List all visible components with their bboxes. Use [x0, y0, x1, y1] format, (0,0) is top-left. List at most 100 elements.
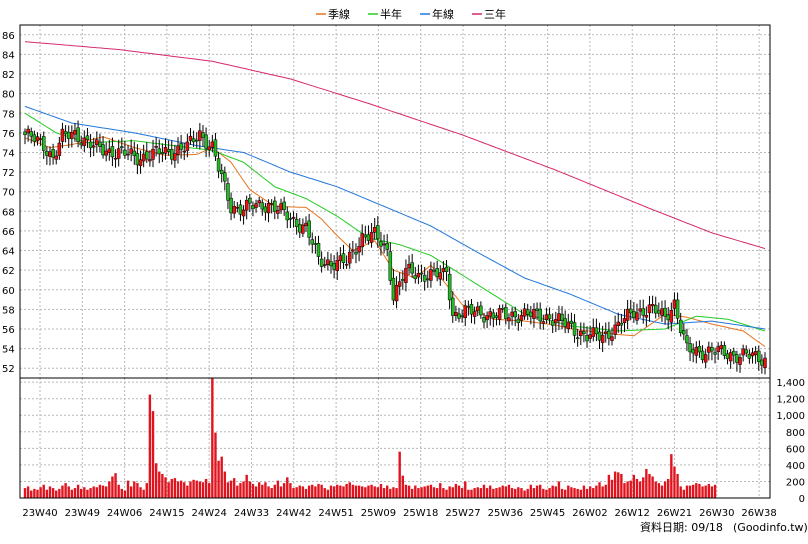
candle-body: [607, 330, 611, 339]
volume-bar: [183, 482, 186, 498]
x-tick-label: 26W21: [657, 508, 692, 519]
candle-body: [569, 320, 574, 324]
volume-bar: [245, 474, 248, 498]
volume-bar: [670, 454, 673, 498]
candle-body: [494, 315, 499, 318]
candle-body: [91, 145, 96, 148]
volume-plot-frame: [19, 377, 771, 499]
volume-bar: [276, 480, 280, 498]
volume-bar: [551, 485, 554, 498]
candle-body: [66, 131, 71, 139]
volume-bar: [617, 472, 620, 498]
volume-bar: [382, 488, 386, 498]
candle-body: [466, 305, 471, 308]
volume-bar: [426, 485, 429, 498]
volume-bar: [176, 481, 180, 498]
x-tick-label: 25W09: [361, 508, 396, 519]
volume-bar: [30, 490, 33, 498]
volume-bar: [538, 484, 542, 498]
volume-bar: [326, 489, 330, 498]
candle-body: [479, 305, 483, 316]
candle-body: [557, 313, 561, 322]
volume-bar: [220, 456, 223, 498]
candle-body: [391, 277, 396, 301]
candle-body: [635, 312, 639, 321]
candle-body: [385, 243, 389, 250]
volume-bar: [638, 481, 642, 498]
volume-bar: [67, 486, 70, 498]
candle-body: [532, 309, 536, 319]
volume-bar: [354, 485, 358, 498]
candle-body: [485, 315, 489, 321]
volume-bar: [73, 488, 77, 498]
volume-bar: [635, 478, 639, 498]
candle-body: [763, 357, 767, 368]
candle-body: [273, 200, 277, 212]
volume-bar: [479, 488, 483, 498]
volume-bar: [476, 487, 479, 498]
candle-body: [101, 144, 105, 156]
volume-bar: [311, 484, 314, 498]
candle-body: [226, 183, 230, 201]
volume-bar: [83, 487, 86, 498]
volume-bar: [691, 484, 695, 498]
price-plot-frame: [19, 24, 771, 379]
volume-bar: [164, 477, 167, 498]
candle-body: [73, 129, 77, 135]
volume-bar: [579, 489, 582, 498]
volume-bar: [560, 488, 564, 498]
price-tick-label: 82: [2, 70, 15, 81]
volume-bar: [26, 486, 30, 498]
candle-body: [291, 216, 296, 219]
volume-bar: [208, 483, 211, 498]
price-tick-label: 72: [2, 168, 15, 179]
candle-body: [322, 264, 327, 266]
candle-body: [716, 346, 720, 353]
candle-body: [310, 239, 315, 245]
volume-bar: [158, 471, 161, 498]
candle-body: [760, 359, 764, 366]
volume-bar: [126, 480, 130, 498]
candle-body: [182, 150, 186, 153]
candle-body: [728, 352, 733, 362]
volume-bar: [242, 481, 245, 498]
volume-bar: [442, 488, 445, 498]
candle-body: [550, 320, 555, 326]
volume-bar: [504, 486, 508, 498]
candle-body: [63, 131, 68, 135]
candle-body: [251, 205, 255, 210]
price-tick-label: 64: [2, 247, 15, 258]
ma-line-3: [24, 41, 766, 250]
candle-body: [582, 331, 586, 334]
volume-bar: [114, 473, 117, 498]
candle-body: [444, 266, 449, 273]
volume-bar: [379, 483, 383, 498]
candle-body: [248, 198, 252, 204]
volume-bar: [401, 475, 405, 498]
candle-body: [641, 308, 645, 316]
candle-body: [507, 317, 511, 322]
candle-body: [41, 136, 46, 151]
candle-body: [379, 241, 383, 247]
volume-bar: [585, 488, 589, 498]
candle-body: [663, 307, 667, 317]
candle-body: [669, 310, 674, 323]
candle-body: [241, 209, 246, 217]
volume-bar: [226, 482, 230, 498]
candle-body: [625, 308, 630, 321]
volume-bar: [663, 481, 667, 498]
ma-line-0: [24, 136, 766, 348]
volume-bar: [695, 483, 698, 498]
candle-body: [613, 324, 617, 335]
candle-body: [79, 142, 83, 146]
volume-bar: [507, 484, 511, 498]
candle-body: [707, 346, 711, 353]
legend-label-1: 半年: [380, 7, 402, 21]
volume-bar: [567, 485, 570, 498]
volume-bar: [251, 483, 255, 498]
volume-bar: [535, 485, 539, 498]
price-tick-label: 60: [2, 286, 15, 297]
x-tick-label: 24W15: [149, 508, 184, 519]
volume-bar: [192, 479, 195, 498]
x-tick-label: 25W45: [530, 508, 565, 519]
